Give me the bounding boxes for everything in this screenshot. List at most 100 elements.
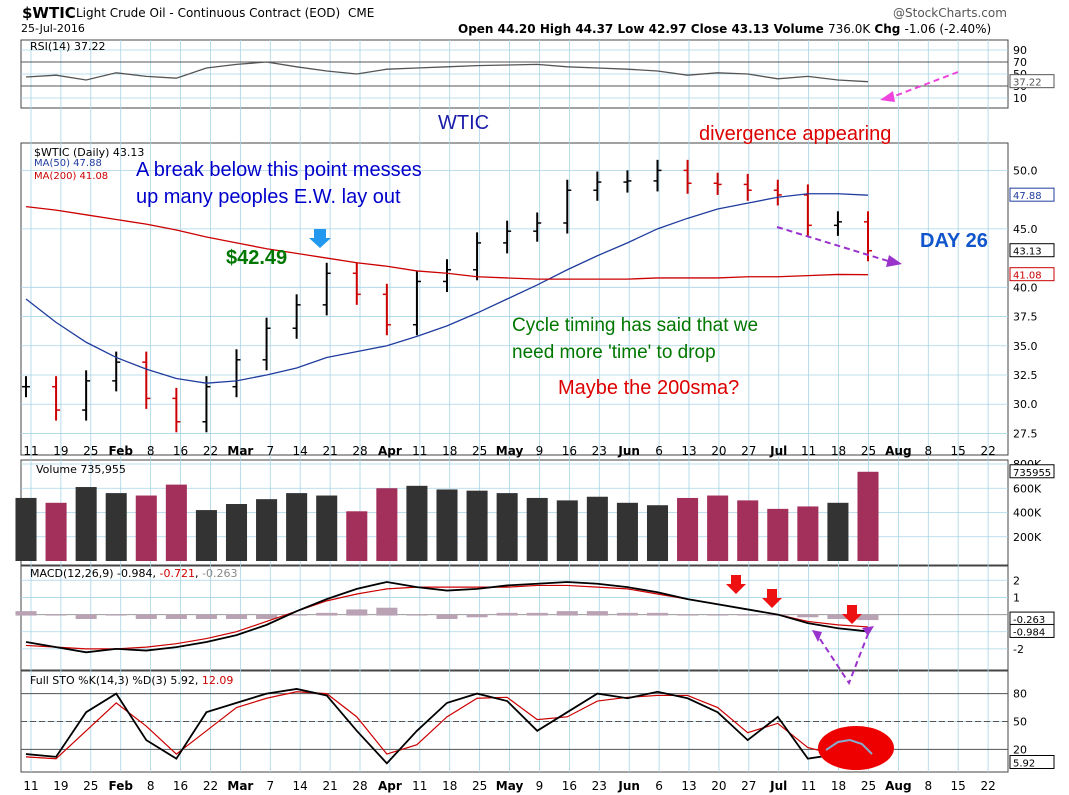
ma50-last-value-box [1009,187,1055,202]
volume-bar [286,493,308,561]
date-tick-bottom: 28 [352,779,367,793]
date-tick-top: 28 [352,444,367,458]
red-ellipse [818,726,894,770]
y-tick-vol: 400K [1013,507,1042,520]
ma200-label: MA(200) 41.08 [34,171,109,182]
open-value: 44.20 [497,22,536,36]
rsi-series-line [25,61,869,83]
volume-bar [436,489,458,561]
ticker-symbol: $WTIC [22,4,76,22]
y-tick-sto: 20 [1013,743,1027,756]
date-tick-bottom: 27 [741,779,756,793]
date-tick-top: 8 [147,444,155,458]
macd-histogram-bar [195,614,217,619]
date-tick-bottom: 20 [711,779,726,793]
date-tick-bottom: 22 [203,779,218,793]
chg-value: -1.06 (-2.40%) [904,22,992,36]
sto-last-value-box [1009,754,1055,769]
annotation-break-line2: up many peoples E.W. lay out [136,186,401,208]
volume-bar [677,497,699,561]
macd-histogram-bar [346,609,368,616]
date-tick-top: 16 [562,444,577,458]
date-tick-top: 25 [83,444,98,458]
volume-bar [225,504,248,561]
date-tick-top: Jul [769,444,787,458]
y-tick-vol: 200K [1013,531,1042,544]
annotation-price-point: $42.49 [226,247,288,269]
macd-histogram-bar [376,607,398,616]
y-tick-price: 40.0 [1013,281,1038,294]
macd-histogram-bar [165,614,187,619]
date-tick-bottom: Apr [378,779,402,793]
date-tick-bottom: 25 [83,779,98,793]
red-down-arrow [726,575,746,594]
open-label: Open [458,22,494,36]
y-tick-sto: 50 [1013,716,1027,729]
volume-bar [346,511,368,561]
y-tick-price: 50.0 [1013,164,1038,177]
y-tick-price: 37.5 [1013,311,1038,324]
date-tick-top: Jun [617,444,640,458]
volume-label: Volume [773,22,824,36]
volume-bar [15,497,37,561]
y-tick-macd: 2 [1013,574,1020,587]
y-tick-price: 30.0 [1013,398,1038,411]
y-tick-vol: 600K [1013,482,1042,495]
date-tick-top: 9 [536,444,544,458]
annotation-break-line1: A break below this point messes [136,159,422,181]
y-tick-rsi: 90 [1013,44,1027,57]
macd-value-1: -0.984 [117,567,153,580]
date-tick-top: 22 [203,444,218,458]
macd-histogram-bar [436,614,458,619]
date-tick-top: 8 [924,444,932,458]
date-tick-top: Apr [378,444,402,458]
date-tick-bottom: 25 [472,779,487,793]
volume-bar [616,502,638,561]
volume-value: 736.0K [827,22,871,36]
volume-bar [406,485,428,561]
date-tick-top: 11 [412,444,427,458]
annotation-cycle-line1: Cycle timing has said that we [512,315,759,336]
date-tick-top: 11 [23,444,38,458]
date-tick-top: 16 [173,444,188,458]
date-tick-top: Mar [227,444,253,458]
sto-value-2: 12.09 [201,674,234,687]
ma50-last-value: 47.88 [1013,191,1042,202]
sto-last-value: 5.92 [1013,758,1035,769]
date-tick-top: 25 [861,444,876,458]
date-tick-bottom: 15 [951,779,966,793]
macd-histogram-bar [256,614,278,619]
instrument-name: Light Crude Oil - Continuous Contract (E… [76,6,341,20]
ohlc-readout: Open 44.20 High 44.37 Low 42.97 Close 43… [458,22,991,36]
date-tick-bottom: 22 [980,779,995,793]
macd-histogram-bar [225,614,248,619]
macd-histogram-bar [737,614,759,616]
date-tick-top: 27 [741,444,756,458]
date-tick-bottom: Mar [227,779,253,793]
purple-arrow-head [886,255,902,267]
volume-bar [556,500,578,561]
annotation-day26: DAY 26 [920,230,988,252]
date-tick-bottom: 25 [861,779,876,793]
ma50-label: MA(50) 47.88 [34,158,102,169]
volume-panel-label: Volume 735,955 [36,463,126,476]
macd-histogram-bar [707,614,729,616]
chart-date: 25-Jul-2016 [21,22,85,35]
date-tick-bottom: 18 [831,779,846,793]
macd-histogram-bar [466,614,488,618]
volume-bar [586,496,608,561]
date-tick-top: 6 [655,444,663,458]
volume-bar [827,502,849,561]
macd-histogram-bar [677,614,699,616]
date-tick-bottom: 18 [442,779,457,793]
macd-histogram-bar [586,611,608,616]
sto-k-line [25,688,869,765]
date-tick-top: May [496,444,524,458]
purple-v-head-left [812,630,822,642]
date-tick-bottom: Jun [617,779,640,793]
red-down-arrow [762,589,782,608]
panel-frame-price [20,142,1009,456]
date-tick-bottom: May [496,779,524,793]
macd-value-3: -0.263 [201,567,238,580]
